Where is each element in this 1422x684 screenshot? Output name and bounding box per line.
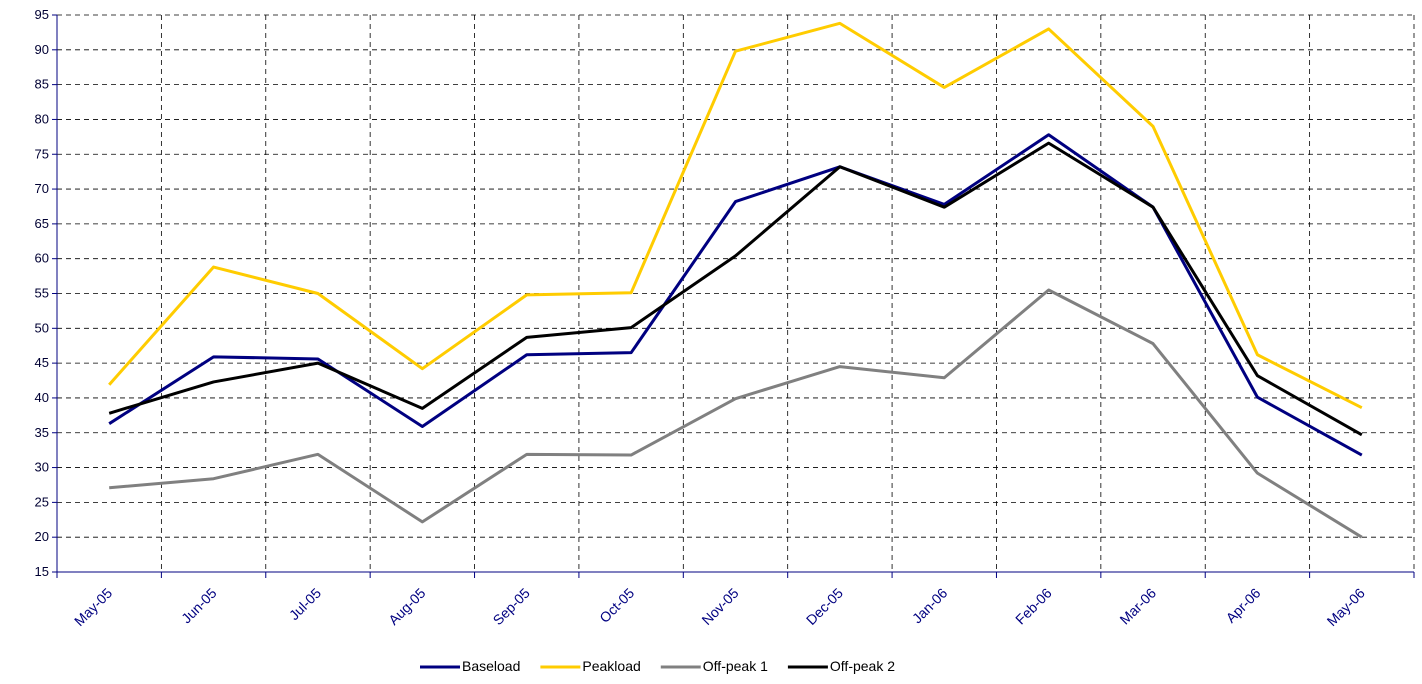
x-tick-label: Oct-05	[596, 585, 637, 626]
legend-label: Off-peak 2	[830, 658, 895, 674]
y-tick-label: 70	[35, 181, 49, 196]
x-tick-label: Apr-06	[1223, 585, 1264, 626]
x-tick-label: Feb-06	[1012, 585, 1055, 628]
series-line	[108, 141, 1363, 437]
y-tick-label: 35	[35, 425, 49, 440]
series-line	[109, 288, 1363, 539]
x-tick-label: Dec-05	[803, 585, 846, 628]
y-tick-label: 45	[35, 355, 49, 370]
y-tick-label: 60	[35, 251, 49, 266]
y-tick-label: 55	[35, 286, 49, 301]
x-tick-label: May-05	[71, 585, 115, 629]
x-tick-label: Jun-05	[178, 585, 220, 627]
x-tick-label: May-06	[1324, 585, 1368, 629]
y-tick-label: 90	[35, 42, 49, 57]
legend-label: Baseload	[462, 658, 520, 674]
x-tick-label: Nov-05	[698, 585, 741, 628]
y-tick-label: 25	[35, 494, 49, 509]
series-line	[108, 133, 1363, 457]
x-tick-label: Mar-06	[1116, 585, 1159, 628]
y-tick-label: 85	[35, 77, 49, 92]
y-tick-label: 40	[35, 390, 49, 405]
x-tick-label: Sep-05	[490, 585, 533, 628]
y-tick-label: 50	[35, 320, 49, 335]
x-tick-label: Jan-06	[909, 585, 951, 627]
y-tick-label: 20	[35, 529, 49, 544]
y-tick-label: 80	[35, 111, 49, 126]
series-line	[108, 21, 1363, 410]
y-tick-label: 30	[35, 460, 49, 475]
x-tick-label: Jul-05	[286, 585, 324, 623]
y-tick-label: 95	[35, 7, 49, 22]
legend-label: Peakload	[582, 658, 640, 674]
legend-label: Off-peak 1	[703, 658, 768, 674]
y-tick-label: 15	[35, 564, 49, 579]
x-tick-label: Aug-05	[385, 585, 428, 628]
y-tick-label: 65	[35, 216, 49, 231]
y-tick-label: 75	[35, 146, 49, 161]
